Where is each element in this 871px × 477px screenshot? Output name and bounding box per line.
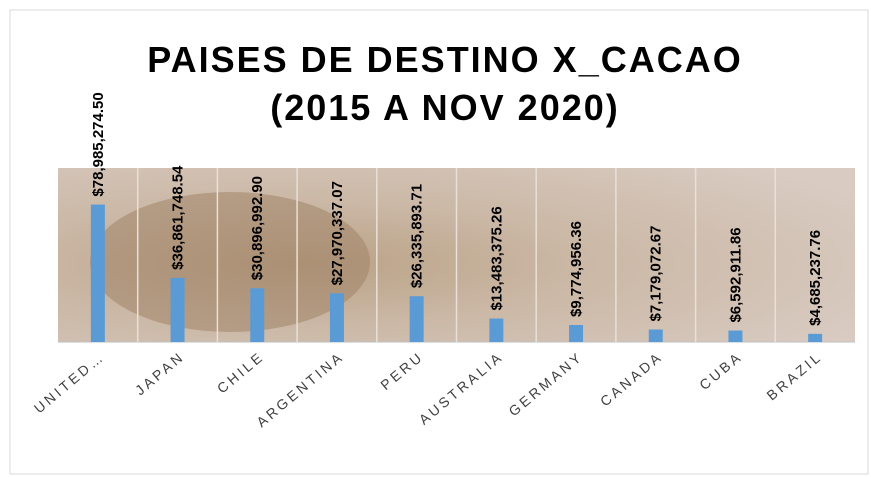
bar bbox=[808, 333, 823, 342]
value-label: $36,861,748.54 bbox=[170, 165, 187, 270]
bar bbox=[250, 288, 265, 342]
value-label: $9,774,956.36 bbox=[568, 221, 585, 317]
chart-subtitle: (2015 A NOV 2020) bbox=[270, 87, 620, 128]
bar bbox=[648, 329, 663, 342]
bowl-image bbox=[90, 192, 370, 332]
value-label: $7,179,072.67 bbox=[648, 226, 665, 322]
chart-title: PAISES DE DESTINO X_CACAO bbox=[147, 39, 742, 80]
value-label: $78,985,274.50 bbox=[90, 92, 107, 196]
bar bbox=[90, 204, 105, 342]
value-label: $4,685,237.76 bbox=[807, 230, 824, 326]
value-label: $27,970,337.07 bbox=[329, 181, 346, 285]
value-label: $30,896,992.90 bbox=[249, 176, 266, 280]
value-label: $26,335,893.71 bbox=[409, 184, 426, 288]
bar bbox=[728, 330, 743, 342]
bar bbox=[329, 293, 344, 342]
value-label: $13,483,375.26 bbox=[488, 206, 505, 310]
value-label: $6,592,911.86 bbox=[727, 227, 744, 322]
bar bbox=[409, 296, 424, 342]
bar bbox=[489, 318, 504, 342]
bar bbox=[569, 324, 584, 342]
bar bbox=[170, 277, 185, 342]
